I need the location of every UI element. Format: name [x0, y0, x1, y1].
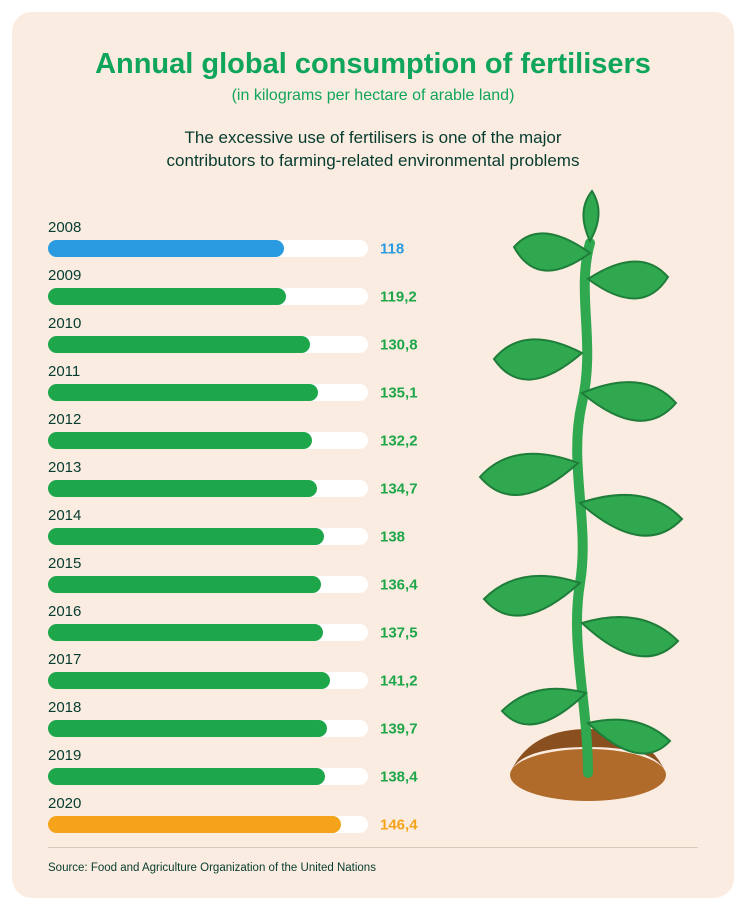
bar-value: 138: [380, 528, 405, 545]
description-line: contributors to farming-related environm…: [167, 151, 580, 170]
chart-row: 2008 118: [48, 219, 438, 257]
chart-row: 2018 139,7: [48, 699, 438, 737]
year-label: 2020: [48, 795, 438, 812]
chart-row: 2019 138,4: [48, 747, 438, 785]
year-label: 2015: [48, 555, 438, 572]
bar-fill: [48, 336, 310, 353]
year-label: 2009: [48, 267, 438, 284]
bar-value: 130,8: [380, 336, 418, 353]
chart-row: 2020 146,4: [48, 795, 438, 833]
bar-fill: [48, 816, 341, 833]
chart-description: The excessive use of fertilisers is one …: [48, 127, 698, 173]
bar-value: 118: [380, 240, 404, 257]
footer-divider: [48, 847, 698, 848]
bar-track: 118: [48, 240, 368, 257]
bar-fill: [48, 480, 317, 497]
year-label: 2018: [48, 699, 438, 716]
chart-title: Annual global consumption of fertilisers: [48, 48, 698, 81]
bar-fill: [48, 672, 330, 689]
bar-value: 134,7: [380, 480, 418, 497]
bar-value: 137,5: [380, 624, 418, 641]
year-label: 2016: [48, 603, 438, 620]
chart-row: 2009 119,2: [48, 267, 438, 305]
bar-fill: [48, 720, 327, 737]
bar-value: 119,2: [380, 288, 417, 305]
year-label: 2017: [48, 651, 438, 668]
bar-track: 138: [48, 528, 368, 545]
bar-value: 136,4: [380, 576, 418, 593]
chart-subtitle: (in kilograms per hectare of arable land…: [48, 87, 698, 105]
bar-fill: [48, 624, 323, 641]
bar-fill: [48, 288, 286, 305]
year-label: 2013: [48, 459, 438, 476]
year-label: 2008: [48, 219, 438, 236]
bar-value: 141,2: [380, 672, 418, 689]
bar-track: 138,4: [48, 768, 368, 785]
chart-row: 2011 135,1: [48, 363, 438, 401]
bar-track: 139,7: [48, 720, 368, 737]
bar-value: 132,2: [380, 432, 418, 449]
plant-icon: [448, 183, 708, 803]
content-row: 2008 118 2009 119,2 2010 130,8 2011 135,1 2012 13…: [48, 219, 698, 843]
bar-value: 135,1: [380, 384, 418, 401]
bar-track: 141,2: [48, 672, 368, 689]
bar-fill: [48, 432, 312, 449]
bar-track: 132,2: [48, 432, 368, 449]
year-label: 2012: [48, 411, 438, 428]
bar-fill: [48, 384, 318, 401]
chart-row: 2012 132,2: [48, 411, 438, 449]
bar-track: 137,5: [48, 624, 368, 641]
bar-track: 146,4: [48, 816, 368, 833]
infographic-card: Annual global consumption of fertilisers…: [12, 12, 734, 898]
chart-row: 2010 130,8: [48, 315, 438, 353]
bar-fill: [48, 528, 324, 545]
bar-track: 135,1: [48, 384, 368, 401]
year-label: 2010: [48, 315, 438, 332]
bar-value: 139,7: [380, 720, 418, 737]
chart-row: 2015 136,4: [48, 555, 438, 593]
description-line: The excessive use of fertilisers is one …: [185, 128, 562, 147]
bar-track: 119,2: [48, 288, 368, 305]
bar-fill: [48, 240, 284, 257]
bar-track: 134,7: [48, 480, 368, 497]
chart-row: 2017 141,2: [48, 651, 438, 689]
bar-fill: [48, 768, 325, 785]
chart-row: 2014 138: [48, 507, 438, 545]
bar-track: 130,8: [48, 336, 368, 353]
year-label: 2019: [48, 747, 438, 764]
chart-row: 2013 134,7: [48, 459, 438, 497]
bar-track: 136,4: [48, 576, 368, 593]
source-text: Source: Food and Agriculture Organizatio…: [48, 862, 376, 874]
bar-chart: 2008 118 2009 119,2 2010 130,8 2011 135,1 2012 13…: [48, 219, 438, 843]
plant-illustration: [450, 219, 698, 843]
bar-value: 146,4: [380, 816, 418, 833]
bar-value: 138,4: [380, 768, 418, 785]
year-label: 2014: [48, 507, 438, 524]
bar-fill: [48, 576, 321, 593]
year-label: 2011: [48, 363, 438, 380]
chart-row: 2016 137,5: [48, 603, 438, 641]
